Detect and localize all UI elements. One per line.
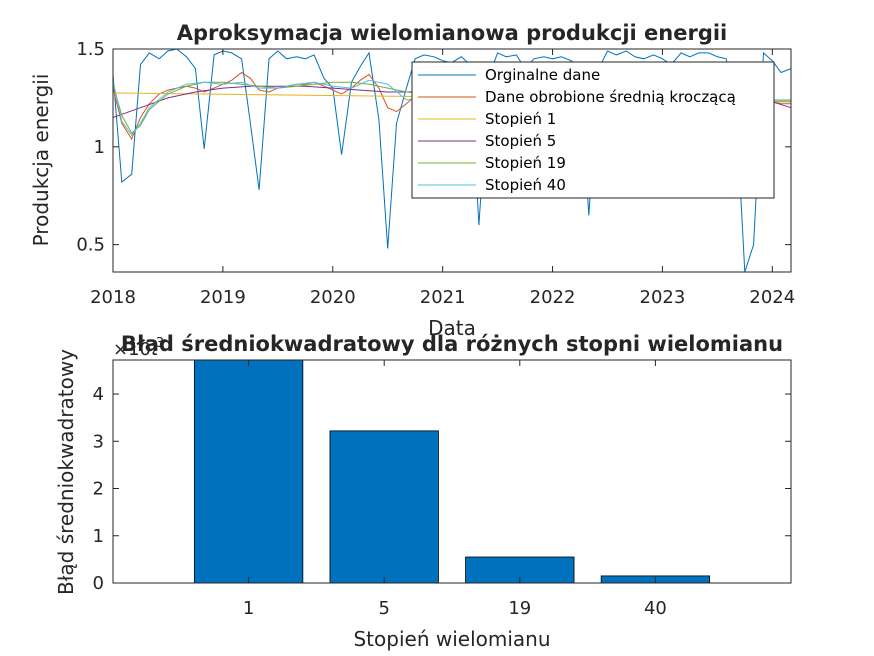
category-label: 5 [378, 598, 389, 619]
x-tick-label: 2020 [310, 287, 356, 308]
line-chart-ylabel: Produkcja energii [29, 74, 53, 247]
bar-chart-axes: 1 5 19 40 0 1 2 3 4 ×10-3 Błąd średniokwadratowy… [54, 332, 792, 651]
bar-chart-ticks: 1 5 19 40 0 1 2 3 4 [93, 360, 791, 619]
category-label: 1 [243, 598, 254, 619]
legend-entry: Orginalne dane [485, 66, 600, 84]
y-tick-label: 0.5 [76, 235, 105, 256]
line-chart-title: Aproksymacja wielomianowa produkcji ener… [177, 21, 728, 45]
x-tick-label: 2021 [420, 287, 466, 308]
bar-chart-bars [193, 359, 711, 584]
line-chart-box [112, 48, 792, 273]
x-tick-label: 2022 [530, 287, 576, 308]
x-tick-label: 2023 [640, 287, 686, 308]
bar-1 [193, 359, 304, 584]
line-chart-axes: 2018 2019 2020 2021 2022 2023 2024 0.5 1 1.5 Orgi… [29, 21, 795, 340]
y-tick-label: 1.5 [76, 39, 105, 60]
line-chart-legend: Orginalne dane Dane obrobione średnią kro… [411, 61, 775, 199]
legend-entry: Stopień 5 [485, 132, 556, 150]
category-label: 40 [644, 598, 667, 619]
y-tick-label: 1 [93, 526, 104, 547]
y-tick-label: 2 [93, 479, 104, 500]
legend-entry: Stopień 1 [485, 110, 556, 128]
legend-entry: Stopień 40 [485, 176, 566, 194]
x-tick-label: 2018 [90, 287, 136, 308]
legend-box [411, 61, 775, 199]
legend-entry: Dane obrobione średnią kroczącą [485, 88, 736, 106]
line-chart-frame [112, 48, 792, 273]
line-chart-xlabel: Data [428, 316, 476, 340]
x-tick-label: 2024 [749, 287, 795, 308]
line-chart-ticks: 2018 2019 2020 2021 2022 2023 2024 0.5 1 1.5 [76, 39, 795, 308]
bar-chart-box [112, 359, 792, 584]
legend-entry: Stopień 19 [485, 154, 566, 172]
bar-chart-title: Błąd średniokwadratowy dla różnych stopn… [121, 332, 783, 356]
bar-5 [329, 430, 439, 584]
x-tick-label: 2019 [200, 287, 246, 308]
y-tick-label: 1 [94, 137, 105, 158]
bar-chart-frame [112, 359, 792, 584]
bar-chart-exponent: ×10-3 [113, 336, 164, 360]
bar-chart-xlabel: Stopień wielomianu [353, 627, 550, 651]
y-tick-label: 4 [93, 384, 104, 405]
category-label: 19 [508, 598, 531, 619]
y-tick-label: 3 [93, 431, 104, 452]
y-tick-label: 0 [93, 573, 104, 594]
bar-chart-ylabel: Błąd średniokwadratowy [54, 349, 78, 595]
